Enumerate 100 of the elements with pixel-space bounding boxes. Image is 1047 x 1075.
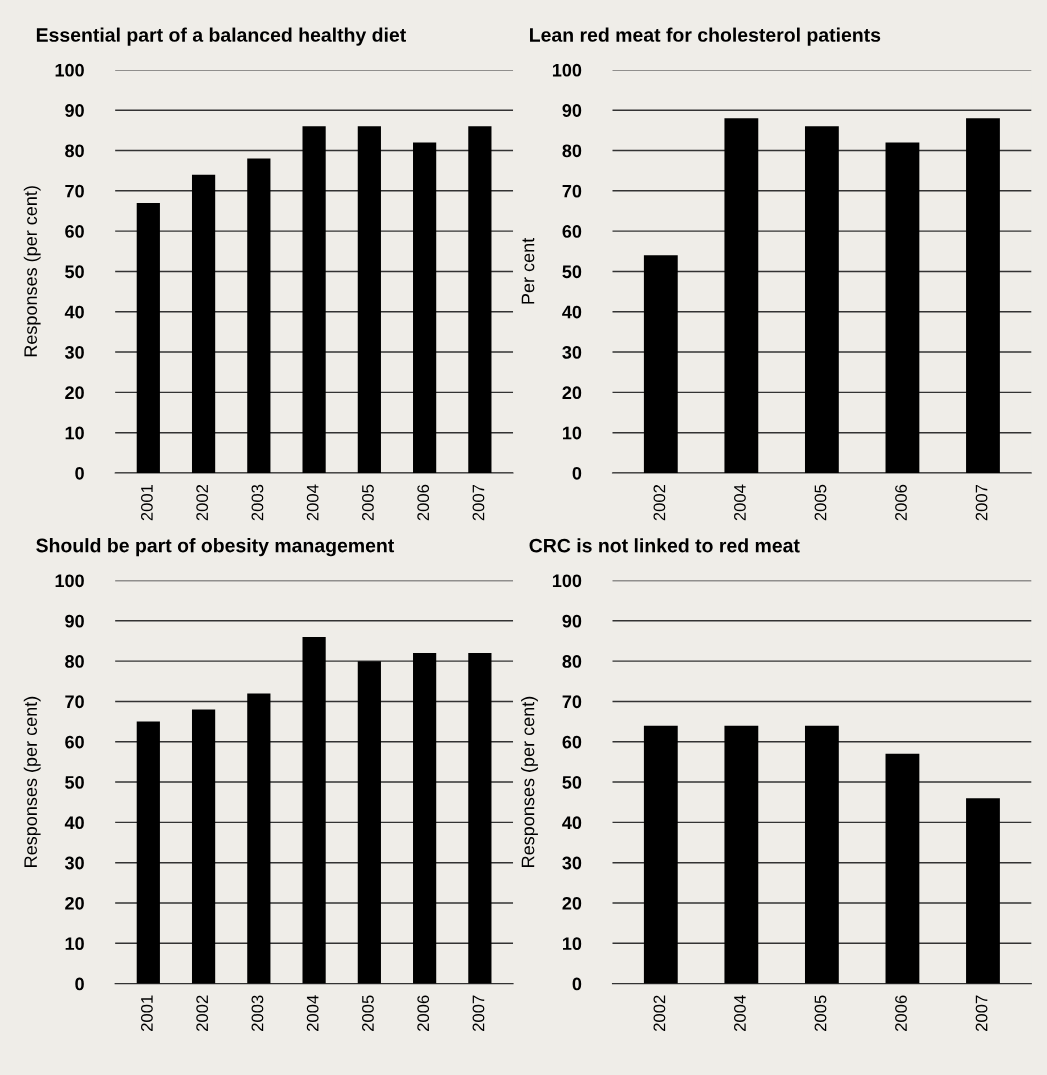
chart-title: Essential part of a balanced healthy diet bbox=[36, 27, 406, 46]
y-tick-label: 80 bbox=[562, 655, 582, 668]
y-tick-label: 0 bbox=[572, 466, 582, 480]
y-axis-title: Responses (per cent) bbox=[23, 696, 41, 867]
y-tick-label: 30 bbox=[64, 856, 84, 870]
y-tick-label: 30 bbox=[562, 346, 582, 359]
bar bbox=[643, 255, 678, 473]
y-tick-label: 10 bbox=[563, 426, 582, 440]
y-tick-label: 40 bbox=[562, 816, 582, 830]
y-tick-label: 40 bbox=[64, 816, 84, 830]
bar bbox=[804, 126, 839, 473]
y-tick-label: 40 bbox=[64, 305, 84, 319]
bar bbox=[885, 753, 920, 984]
y-tick-label: 100 bbox=[55, 574, 84, 588]
y-tick-label: 70 bbox=[562, 695, 582, 709]
y-axis-title: Per cent bbox=[521, 237, 535, 304]
x-tick-label: 2002 bbox=[196, 484, 209, 521]
chart-title: Lean red meat for cholesterol patients bbox=[530, 27, 881, 46]
x-tick-label: 2001 bbox=[141, 484, 153, 521]
y-tick-label: 80 bbox=[562, 144, 582, 158]
x-tick-label: 2006 bbox=[895, 995, 907, 1031]
y-tick-label: 20 bbox=[65, 896, 84, 910]
y-tick-label: 50 bbox=[65, 776, 84, 789]
bar bbox=[468, 653, 492, 984]
y-tick-label: 60 bbox=[65, 225, 84, 238]
y-tick-label: 80 bbox=[65, 144, 84, 158]
y-tick-label: 0 bbox=[572, 977, 582, 991]
y-tick-label: 100 bbox=[55, 63, 84, 77]
x-tick-label: 2007 bbox=[472, 484, 485, 521]
y-tick-label: 50 bbox=[562, 265, 582, 279]
bar bbox=[302, 636, 326, 984]
y-tick-label: 100 bbox=[552, 63, 582, 77]
x-tick-label: 2004 bbox=[306, 995, 319, 1031]
y-tick-label: 20 bbox=[65, 386, 84, 400]
y-tick-label: 90 bbox=[65, 614, 84, 628]
y-tick-label: 20 bbox=[562, 386, 582, 400]
y-tick-label: 90 bbox=[562, 104, 582, 117]
x-tick-label: 2003 bbox=[251, 484, 264, 521]
y-tick-label: 10 bbox=[65, 937, 84, 951]
x-tick-label: 2007 bbox=[975, 995, 988, 1031]
bar bbox=[136, 202, 160, 473]
y-tick-label: 30 bbox=[562, 856, 582, 870]
x-tick-label: 2002 bbox=[653, 995, 666, 1031]
y-tick-label: 70 bbox=[65, 184, 84, 198]
y-tick-label: 10 bbox=[563, 937, 582, 951]
y-tick-label: 70 bbox=[65, 695, 84, 709]
y-tick-label: 80 bbox=[65, 655, 84, 668]
bar bbox=[724, 118, 759, 473]
bar bbox=[966, 798, 1000, 984]
y-tick-label: 50 bbox=[65, 265, 84, 279]
y-tick-label: 0 bbox=[75, 977, 84, 991]
y-tick-label: 20 bbox=[562, 896, 582, 910]
bar bbox=[136, 721, 160, 984]
bar bbox=[357, 126, 381, 473]
x-tick-label: 2001 bbox=[141, 995, 153, 1031]
x-tick-label: 2004 bbox=[306, 484, 319, 521]
x-tick-label: 2007 bbox=[472, 995, 485, 1031]
x-tick-label: 2005 bbox=[814, 484, 827, 521]
bar bbox=[468, 126, 492, 473]
bar bbox=[247, 693, 271, 984]
y-tick-label: 10 bbox=[65, 426, 84, 440]
x-tick-label: 2007 bbox=[975, 484, 988, 521]
y-tick-label: 90 bbox=[562, 614, 582, 628]
x-tick-label: 2005 bbox=[814, 995, 827, 1031]
x-tick-label: 2003 bbox=[251, 995, 264, 1031]
bar bbox=[191, 709, 216, 984]
y-tick-label: 50 bbox=[562, 776, 582, 789]
y-tick-label: 0 bbox=[75, 466, 84, 480]
bar bbox=[724, 725, 759, 984]
y-tick-label: 100 bbox=[552, 574, 582, 588]
x-tick-label: 2006 bbox=[417, 484, 430, 521]
x-tick-label: 2002 bbox=[653, 484, 666, 521]
x-tick-label: 2005 bbox=[362, 484, 374, 521]
y-tick-label: 60 bbox=[65, 735, 84, 749]
y-tick-label: 30 bbox=[64, 346, 84, 359]
x-tick-label: 2006 bbox=[417, 995, 430, 1031]
bar bbox=[247, 158, 271, 473]
x-tick-label: 2006 bbox=[895, 484, 907, 521]
y-axis-title: Responses (per cent) bbox=[521, 696, 538, 867]
bar bbox=[413, 142, 437, 473]
y-tick-label: 40 bbox=[562, 305, 582, 319]
chart-title: CRC is not linked to red meat bbox=[529, 538, 800, 553]
bar bbox=[643, 725, 678, 984]
x-tick-label: 2002 bbox=[196, 995, 209, 1031]
y-tick-label: 60 bbox=[562, 225, 582, 238]
bar bbox=[413, 653, 437, 984]
y-axis-title: Responses (per cent) bbox=[23, 186, 41, 357]
bar bbox=[191, 174, 216, 473]
bar bbox=[885, 142, 920, 473]
bar bbox=[804, 725, 839, 984]
bar bbox=[357, 661, 381, 984]
y-tick-label: 90 bbox=[65, 104, 84, 117]
x-tick-label: 2004 bbox=[734, 484, 746, 521]
bar bbox=[966, 118, 1000, 473]
x-tick-label: 2005 bbox=[362, 995, 374, 1031]
y-tick-label: 60 bbox=[562, 735, 582, 749]
x-tick-label: 2004 bbox=[734, 995, 746, 1031]
y-tick-label: 70 bbox=[562, 184, 582, 198]
bar bbox=[302, 126, 326, 473]
chart-title: Should be part of obesity management bbox=[36, 538, 395, 557]
